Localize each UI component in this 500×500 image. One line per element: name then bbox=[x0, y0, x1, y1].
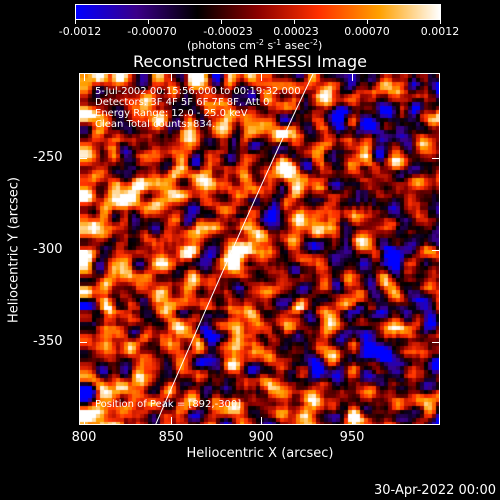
solar-limb-line bbox=[155, 74, 314, 424]
y-tick bbox=[432, 342, 440, 343]
x-tick-label: 800 bbox=[71, 430, 97, 445]
colorbar-label: 0.00023 bbox=[273, 25, 319, 38]
heatmap-image bbox=[80, 74, 439, 424]
x-tick bbox=[352, 73, 353, 81]
x-tick bbox=[261, 73, 262, 81]
x-tick bbox=[84, 417, 85, 425]
x-tick bbox=[171, 417, 172, 425]
info-time-range: 5-Jul-2002 00:15:56.000 to 00:19:32.000 bbox=[95, 86, 301, 97]
x-tick-label: 900 bbox=[248, 430, 274, 445]
colorbar-tick bbox=[148, 20, 149, 24]
y-tick bbox=[79, 342, 87, 343]
colorbar-tick bbox=[75, 20, 76, 24]
x-tick bbox=[171, 73, 172, 81]
info-counts: Clean Total counts: 834. bbox=[95, 119, 216, 130]
x-axis-title: Heliocentric X (arcsec) bbox=[186, 446, 334, 461]
y-tick-label: -300 bbox=[33, 242, 63, 257]
y-tick-label: -350 bbox=[33, 334, 63, 349]
x-tick bbox=[261, 417, 262, 425]
y-tick bbox=[79, 250, 87, 251]
x-tick-label: 950 bbox=[339, 430, 365, 445]
colorbar-label: -0.00023 bbox=[203, 25, 253, 38]
y-tick bbox=[79, 158, 87, 159]
x-tick bbox=[84, 73, 85, 81]
colorbar-label: 0.0012 bbox=[420, 25, 460, 38]
colorbar-label: 0.00070 bbox=[344, 25, 390, 38]
colorbar bbox=[75, 4, 441, 20]
colorbar-label: -0.00070 bbox=[127, 25, 177, 38]
peak-position: Position of Peak = [892,-300] bbox=[95, 399, 242, 410]
y-tick bbox=[432, 250, 440, 251]
plot-area: 5-Jul-2002 00:15:56.000 to 00:19:32.000 … bbox=[79, 73, 440, 425]
colorbar-tick bbox=[221, 20, 222, 24]
y-tick bbox=[432, 158, 440, 159]
colorbar-tick bbox=[440, 20, 441, 24]
y-tick-label: -250 bbox=[33, 150, 63, 165]
info-detectors: Detectors: 3F 4F 5F 6F 7F 8F, Att 0 bbox=[95, 97, 270, 108]
colorbar-tick bbox=[294, 20, 295, 24]
info-energy-range: Energy Range: 12.0 - 25.0 keV bbox=[95, 108, 248, 119]
datestamp: 30-Apr-2022 00:00 bbox=[374, 483, 496, 498]
colorbar-tick bbox=[367, 20, 368, 24]
colorbar-units: (photons cm-2 s-1 asec-2) bbox=[187, 38, 323, 52]
x-tick-label: 850 bbox=[158, 430, 184, 445]
y-axis-title: Heliocentric Y (arcsec) bbox=[6, 177, 22, 323]
x-tick bbox=[352, 417, 353, 425]
colorbar-label: -0.0012 bbox=[58, 25, 102, 38]
chart-title: Reconstructed RHESSI Image bbox=[133, 52, 367, 71]
